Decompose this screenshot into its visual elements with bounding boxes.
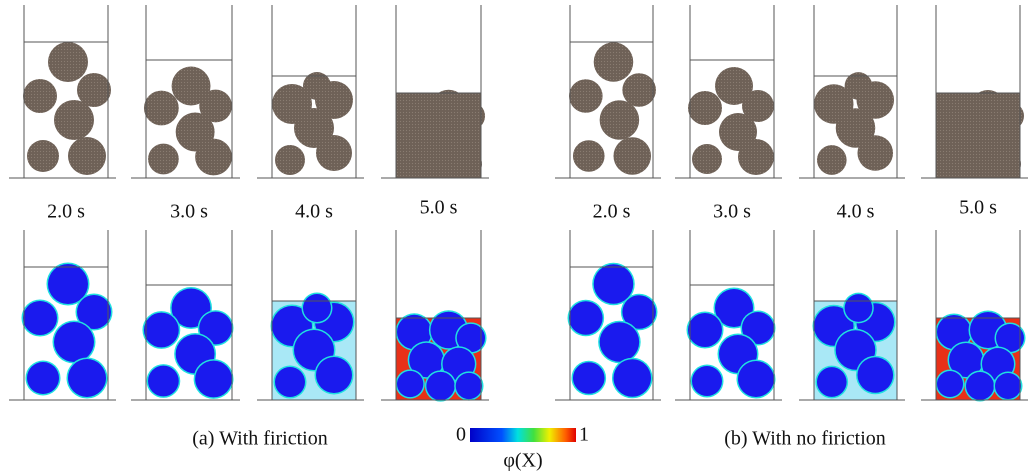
particle (937, 149, 963, 175)
particle (144, 91, 179, 126)
particle (995, 373, 1021, 399)
colorbar-max: 1 (579, 424, 589, 446)
particle (573, 362, 605, 394)
particle (573, 140, 605, 172)
particle (600, 322, 640, 362)
particle (303, 294, 331, 322)
particle (397, 371, 423, 397)
particle (966, 150, 994, 178)
particle (68, 137, 106, 175)
time-label: 3.0 s (713, 201, 751, 223)
particle (195, 139, 232, 176)
particle (692, 144, 722, 174)
particle (817, 367, 847, 397)
colorbar-min: 0 (456, 424, 466, 446)
particle (23, 301, 57, 335)
particle (817, 145, 847, 175)
particle (316, 357, 352, 393)
particle (68, 359, 106, 397)
particle (195, 361, 232, 398)
particle (688, 91, 722, 125)
particle (456, 151, 482, 177)
particle (594, 42, 634, 82)
particle (688, 313, 722, 347)
particle (600, 100, 640, 140)
particle (426, 372, 454, 400)
particle (995, 151, 1021, 177)
particle (275, 367, 305, 397)
particle (857, 135, 893, 171)
particle (692, 366, 722, 396)
particle (148, 144, 179, 175)
particle (54, 322, 94, 362)
particle (738, 139, 774, 175)
particle (48, 42, 88, 82)
particle (613, 137, 651, 175)
panels: 2.0 s 3.0 s 4.0 s 5.0 s 2.0 s 3.0 s 4.0 s 5.0 s (9, 5, 1028, 402)
particle (23, 79, 57, 113)
particle (569, 301, 603, 335)
time-label: 2.0 s (593, 201, 631, 223)
caption: (b) With no firiction (724, 428, 886, 450)
time-label: 5.0 s (420, 197, 458, 219)
particle (738, 361, 774, 397)
particle (316, 135, 352, 171)
particle (966, 372, 994, 400)
particle (27, 362, 59, 394)
colorbar (470, 428, 576, 442)
particle (613, 359, 651, 397)
particle (275, 145, 305, 175)
figure: 2.0 s 3.0 s 4.0 s 5.0 s 2.0 s 3.0 s 4.0 s 5.0 s… (0, 0, 1036, 475)
time-label: 4.0 s (837, 201, 875, 223)
particle (27, 140, 59, 172)
particle (937, 371, 963, 397)
particle (569, 79, 603, 113)
particle (456, 373, 482, 399)
caption: (a) With firiction (192, 428, 327, 450)
particle (148, 366, 179, 397)
time-label: 5.0 s (959, 197, 997, 219)
time-label: 2.0 s (47, 201, 85, 223)
particle (622, 73, 656, 107)
particle (857, 357, 893, 393)
particle (594, 264, 634, 304)
particle (144, 313, 179, 348)
time-label: 3.0 s (170, 201, 208, 223)
particle (397, 149, 423, 175)
particle (426, 150, 454, 178)
particle (845, 294, 873, 322)
colorbar-label: φ(X) (503, 450, 542, 472)
time-label: 4.0 s (295, 201, 333, 223)
particle (54, 100, 94, 140)
